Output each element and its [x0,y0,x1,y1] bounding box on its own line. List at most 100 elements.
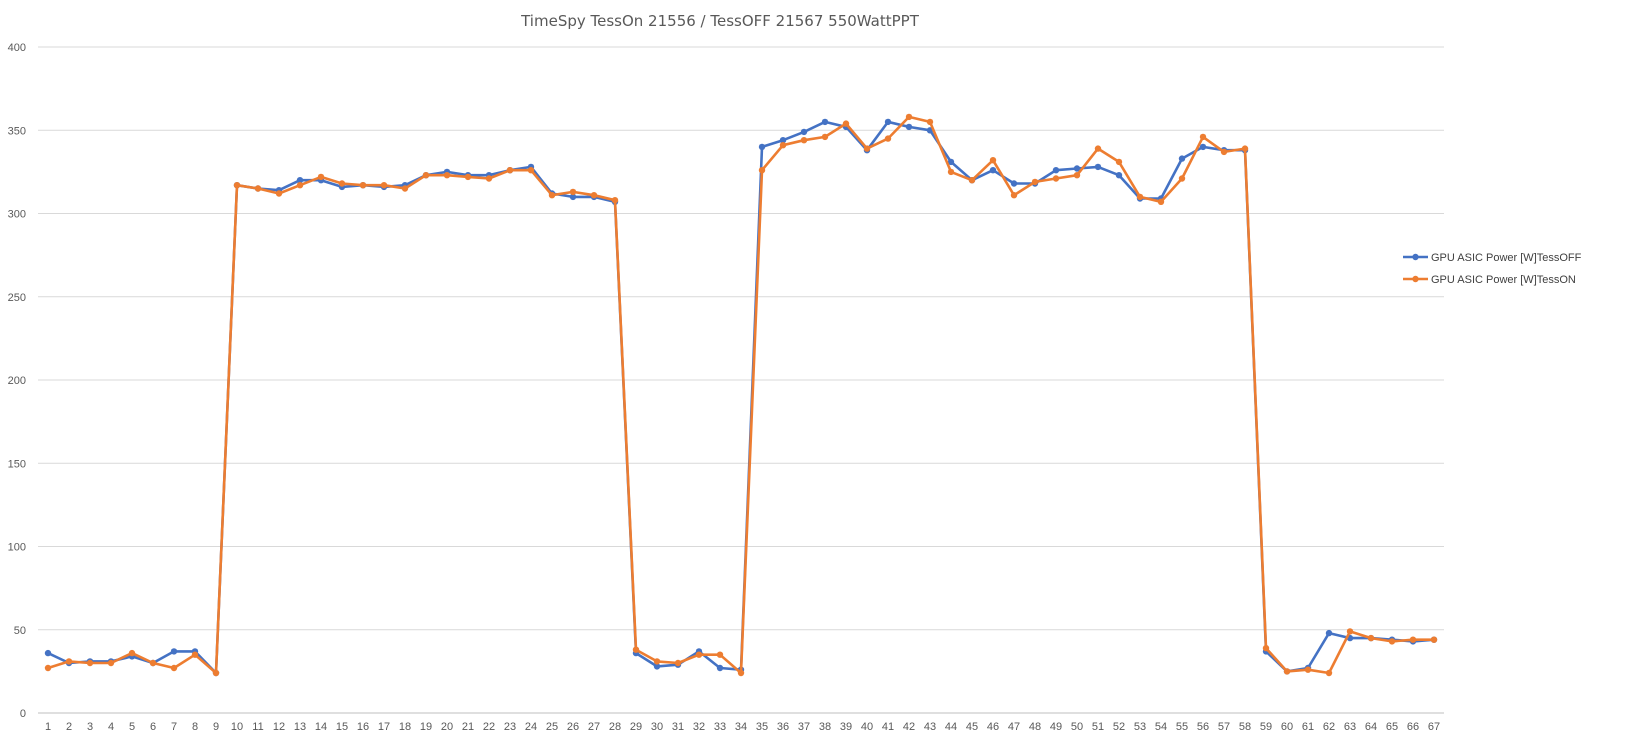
x-tick-label: 16 [357,721,369,733]
x-tick-label: 1 [45,721,51,733]
x-tick-label: 56 [1197,721,1209,733]
data-point [1367,634,1375,642]
data-point [779,137,787,144]
data-point [212,669,220,677]
data-point [1325,629,1333,637]
x-tick-label: 32 [693,721,705,733]
x-tick-label: 12 [273,721,285,733]
x-tick-label: 10 [231,721,243,733]
x-tick-label: 49 [1050,721,1062,733]
data-point [884,118,892,126]
x-tick-label: 20 [441,721,453,733]
x-axis-ticks: 1 2 3 4 5 6 7 8 9 10 11 12 13 14 15 16 17 18 19 20 21 22 23 24 2… [45,721,1440,733]
x-tick-label: 19 [420,721,432,733]
x-tick-label: 58 [1239,721,1251,733]
x-tick-label: 29 [630,721,642,733]
gridlines [38,46,1444,714]
y-tick-label: 350 [8,125,26,137]
data-point [422,172,430,179]
data-point [947,158,955,166]
x-tick-label: 43 [924,721,936,733]
x-tick-label: 45 [966,721,978,733]
chart-title: TimeSpy TessOn 21556 / TessOFF 21567 550… [520,12,920,30]
x-tick-label: 63 [1344,721,1356,733]
y-axis-ticks: 0 50 100 150 200 250 300 350 400 [8,42,26,720]
data-point [863,145,871,152]
data-point [128,649,136,657]
data-point [464,173,472,181]
data-point [989,157,997,164]
x-tick-label: 13 [294,721,306,733]
data-point [1073,172,1081,179]
x-tick-label: 39 [840,721,852,733]
x-tick-label: 30 [651,721,663,733]
data-point [86,659,94,667]
y-tick-label: 0 [20,708,26,720]
data-point [1304,666,1312,673]
y-tick-label: 150 [8,458,26,470]
data-point [905,123,913,131]
x-tick-label: 51 [1092,721,1104,733]
data-point [296,182,304,189]
x-tick-label: 28 [609,721,621,733]
x-tick-label: 23 [504,721,516,733]
data-point [443,172,451,179]
x-tick-label: 31 [672,721,684,733]
x-tick-label: 34 [735,721,747,733]
x-tick-label: 4 [108,721,114,733]
data-point [1346,628,1354,635]
x-tick-label: 11 [252,721,263,733]
data-point [779,142,787,149]
data-point [170,648,178,655]
x-tick-label: 54 [1155,721,1167,733]
data-point [1115,172,1123,179]
x-tick-label: 65 [1386,721,1398,733]
y-tick-label: 200 [8,375,26,387]
data-point [1115,158,1123,166]
data-point [905,113,913,121]
x-tick-label: 7 [171,721,177,733]
data-point [1430,636,1438,643]
x-tick-label: 64 [1365,721,1377,733]
data-point [1073,165,1081,172]
data-point [1052,175,1060,182]
data-point [569,193,577,201]
data-point [485,175,493,182]
data-point [632,646,640,653]
data-point [1388,638,1396,645]
x-tick-label: 9 [213,721,219,733]
x-tick-label: 3 [87,721,93,733]
x-tick-label: 6 [150,721,156,733]
data-point [1157,198,1165,205]
x-tick-label: 14 [315,721,327,733]
x-tick-label: 25 [546,721,558,733]
data-point [170,664,178,672]
data-point [1241,145,1249,152]
data-point [401,185,409,192]
data-point [44,649,52,657]
data-point [1199,143,1207,151]
data-point [1094,163,1102,171]
x-tick-label: 27 [588,721,600,733]
legend-swatch-marker [1412,275,1419,283]
x-tick-label: 17 [378,721,390,733]
x-tick-label: 66 [1407,721,1419,733]
legend-label: GPU ASIC Power [W]TessON [1431,274,1576,286]
data-point [1409,636,1417,643]
data-point [1178,175,1186,182]
data-point [1178,155,1186,162]
data-point [758,143,766,151]
data-point [527,167,535,174]
data-point [44,664,52,672]
data-point [65,658,73,665]
data-point [1010,180,1018,187]
x-tick-label: 57 [1218,721,1230,733]
data-point [1010,192,1018,199]
data-point [884,135,892,142]
data-point [1325,669,1333,677]
x-tick-label: 61 [1302,721,1314,733]
x-tick-label: 52 [1113,721,1125,733]
data-point [716,651,724,658]
data-point [800,137,808,144]
legend: GPU ASIC Power [W]TessOFF GPU ASIC Power … [1403,252,1582,286]
